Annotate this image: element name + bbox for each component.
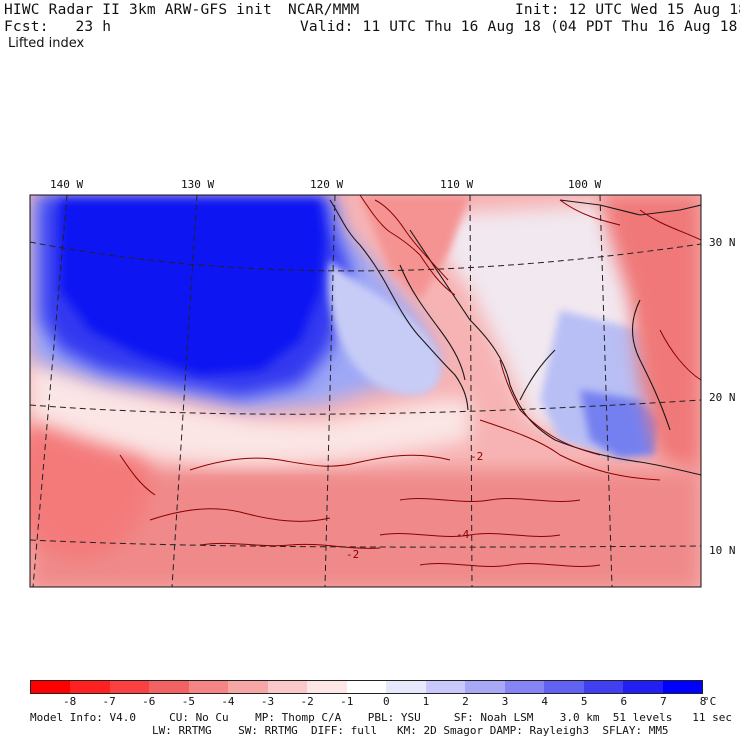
colorbar-tick-label: -5 — [181, 695, 195, 708]
forecast-hour: Fcst: 23 h — [4, 19, 112, 35]
colorbar-segment — [346, 681, 387, 693]
colorbar-tick-label: -7 — [102, 695, 116, 708]
valid-time: Valid: 11 UTC Thu 16 Aug 18 (04 PDT Thu … — [300, 19, 740, 35]
lon-label-120w: 120 W — [310, 178, 344, 191]
graticule — [30, 195, 701, 587]
colorbar-segment — [425, 681, 466, 693]
colorbar-tick-label: 3 — [501, 695, 509, 708]
colorbar-tick-label: 7 — [660, 695, 667, 708]
colorbar-segment — [228, 681, 268, 693]
footer-model-info: Model Info: V4.0 CU: No Cu MP: Thomp C/A… — [30, 711, 732, 724]
colorbar-segment — [70, 681, 110, 693]
colorbar-segment — [623, 681, 663, 693]
colorbar-tick-label: 2 — [462, 695, 469, 708]
map-field — [30, 195, 701, 587]
colorbar-tick-label: -4 — [221, 695, 235, 708]
institution-label: NCAR/MMM — [288, 2, 360, 18]
colorbar-segment — [149, 681, 189, 693]
colorbar-tick-label: -3 — [260, 695, 275, 708]
colorbar-segment — [188, 681, 229, 693]
lat-label-30n: 30 N — [709, 236, 736, 249]
colorbar-tick-label: -6 — [142, 695, 156, 708]
map-frame — [29, 194, 702, 588]
colorbar-segment — [386, 681, 426, 693]
colorbar-tick-label: 4 — [541, 695, 548, 708]
colorbar-tick-label: 1 — [422, 695, 430, 708]
colorbar-tick-label: 6 — [620, 695, 628, 708]
colorbar-tick-label: -8 — [62, 695, 77, 708]
colorbar-unit: °C — [703, 695, 717, 708]
lon-label-140w: 140 W — [50, 178, 84, 191]
colorbar-tick-label: 5 — [580, 695, 588, 708]
lat-label-20n: 20 N — [709, 391, 736, 404]
colorbar-tick-label: -1 — [340, 695, 354, 708]
field-name: Lifted index — [8, 36, 85, 51]
colorbar-segment — [31, 681, 71, 693]
colorbar-segment — [504, 681, 545, 693]
lat-label-10n: 10 N — [709, 544, 736, 557]
colorbar-segment — [583, 681, 624, 693]
model-title: HIWC Radar II 3km ARW-GFS init — [4, 2, 272, 18]
contour-label: -2 — [470, 450, 484, 463]
contour-label: -4 — [456, 528, 470, 541]
lon-label-130w: 130 W — [181, 178, 215, 191]
colorbar-segment — [662, 681, 702, 693]
contour-label: -2 — [346, 548, 360, 561]
colorbar-tick-label: -2 — [300, 695, 314, 708]
colorbar-segment — [544, 681, 584, 693]
colorbar-tick-label: 8 — [699, 695, 707, 708]
contours — [119, 195, 701, 567]
coastlines — [329, 199, 701, 476]
colorbar-tick-label: 0 — [382, 695, 390, 708]
colorbar-segment — [465, 681, 505, 693]
colorbar-segment — [109, 681, 150, 693]
colorbar — [30, 680, 703, 694]
lon-label-110w: 110 W — [440, 178, 474, 191]
footer-physics-info: LW: RRTMG SW: RRTMG DIFF: full KM: 2D Sm… — [152, 724, 669, 737]
lon-label-100w: 100 W — [568, 178, 602, 191]
init-time: Init: 12 UTC Wed 15 Aug 18 — [515, 2, 740, 18]
colorbar-segment — [267, 681, 308, 693]
colorbar-segment — [307, 681, 347, 693]
